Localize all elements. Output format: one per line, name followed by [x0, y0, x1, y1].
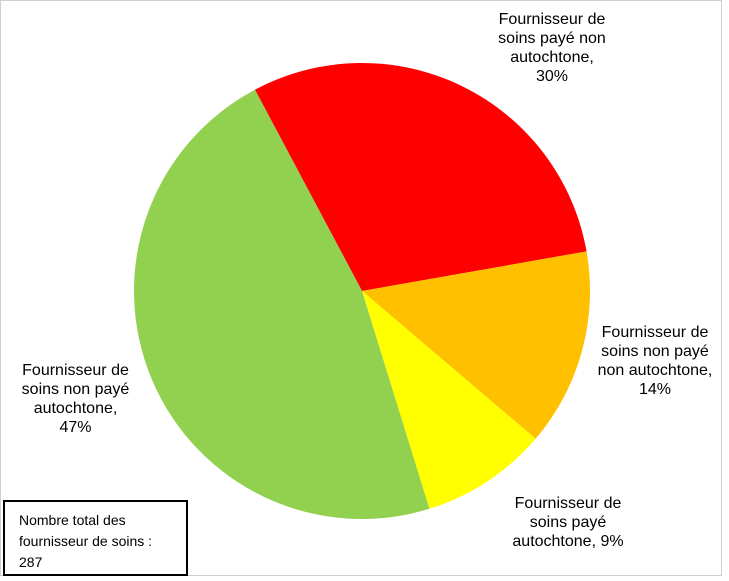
slice-label-paid-indigenous: Fournisseur de soins payé autochtone, 9% — [512, 495, 624, 550]
slice-label-unpaid-non-indigenous: Fournisseur de soins non payé non autoch… — [597, 324, 713, 398]
pie-slice-2 — [362, 291, 536, 509]
slice-label-unpaid-indigenous: Fournisseur de soins non payé autochtone… — [21, 362, 130, 436]
pie-slice-3 — [134, 89, 430, 519]
pie-slice-0 — [254, 62, 587, 291]
total-caregivers-note: Nombre total des fournisseur de soins : … — [3, 500, 188, 576]
slice-label-paid-non-indigenous: Fournisseur de soins payé non autochtone… — [498, 11, 606, 85]
pie-slice-1 — [362, 251, 591, 439]
